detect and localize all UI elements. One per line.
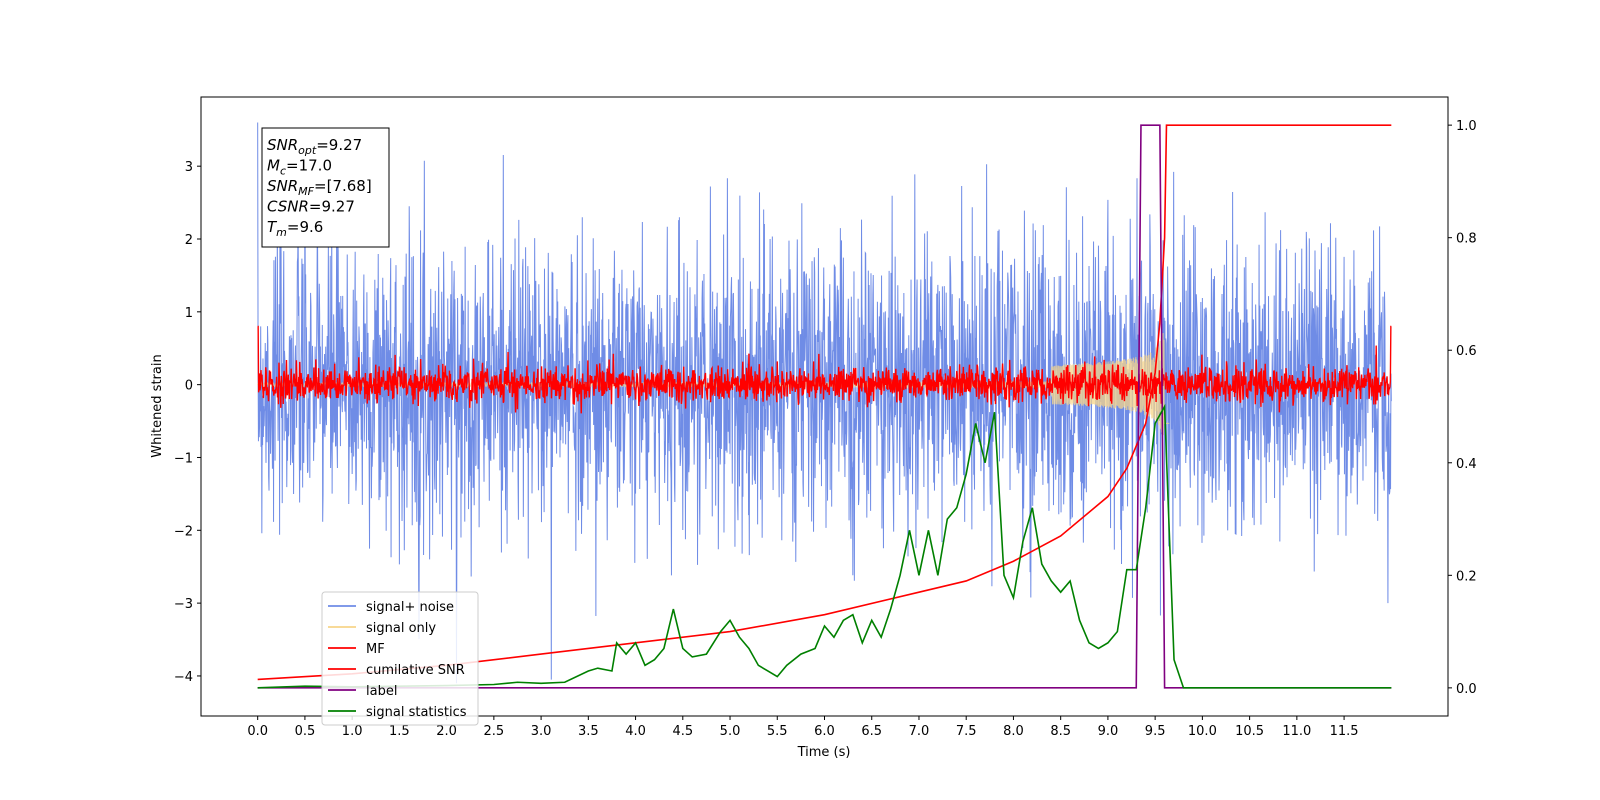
y2-tick-label: 0.6 — [1456, 344, 1477, 359]
y-tick-label: −2 — [174, 524, 193, 539]
annotation-line: SNRMF=[7.68] — [267, 177, 372, 198]
y-tick-label: −4 — [174, 670, 193, 685]
y-axis-label: Whitened strain — [150, 354, 165, 457]
y-tick-label: 1 — [185, 306, 193, 321]
annotation-line: SNRopt=9.27 — [267, 136, 362, 157]
y2-tick-label: 0.4 — [1456, 457, 1477, 472]
y2-tick-label: 0.2 — [1456, 569, 1477, 584]
plot-area — [257, 122, 1392, 689]
x-tick-label: 6.0 — [814, 724, 835, 739]
y-tick-label: −3 — [174, 597, 193, 612]
x-tick-label: 7.5 — [956, 724, 977, 739]
x-tick-label: 11.0 — [1282, 724, 1311, 739]
series-mf — [257, 325, 1392, 414]
x-tick-label: 3.0 — [531, 724, 552, 739]
x-tick-label: 7.0 — [909, 724, 930, 739]
y-tick-label: 3 — [185, 160, 193, 175]
y-axis-right: 1.0 0.8 0.6 0.4 0.2 0.0 — [1448, 119, 1477, 697]
legend-frame — [321, 591, 479, 726]
annotation-frame — [261, 127, 390, 248]
annotation-line: Mc=17.0 — [267, 157, 332, 178]
y-axis-left: 3 2 1 0 −1 −2 −3 −4 — [174, 160, 201, 685]
x-tick-label: 9.5 — [1145, 724, 1166, 739]
y2-tick-label: 0.0 — [1456, 682, 1477, 697]
x-tick-label: 8.5 — [1050, 724, 1071, 739]
x-tick-label: 2.0 — [436, 724, 457, 739]
legend-label: cumilative SNR — [366, 663, 465, 678]
legend-label: MF — [366, 642, 385, 657]
y-tick-label: 2 — [185, 233, 193, 248]
x-tick-label: 0.5 — [295, 724, 316, 739]
legend-label: signal+ noise — [366, 600, 454, 615]
series-signal-noise — [257, 122, 1392, 684]
annotation-line: Tm=9.6 — [267, 218, 323, 239]
series-signal-statistics — [257, 403, 1392, 689]
x-tick-label: 6.5 — [861, 724, 882, 739]
x-tick-label: 10.0 — [1188, 724, 1217, 739]
x-tick-label: 8.0 — [1003, 724, 1024, 739]
x-tick-label: 2.5 — [484, 724, 505, 739]
x-axis: 0.0 0.5 1.0 1.5 2.0 2.5 3.0 3.5 4.0 4.5 5.0 5.5 6.0 6… — [247, 716, 1359, 739]
legend: signal+ noise signal only MF cumilative SNR… — [321, 591, 479, 726]
legend-label: label — [366, 684, 397, 699]
x-tick-label: 11.5 — [1330, 724, 1359, 739]
x-tick-label: 4.5 — [672, 724, 693, 739]
legend-label: signal statistics — [366, 705, 467, 720]
x-tick-label: 5.5 — [767, 724, 788, 739]
x-axis-label: Time (s) — [797, 745, 851, 760]
legend-label: signal only — [366, 621, 436, 636]
x-tick-label: 1.5 — [389, 724, 410, 739]
y-tick-label: 0 — [185, 379, 193, 394]
y2-tick-label: 1.0 — [1456, 119, 1477, 134]
series-cumilative-snr — [257, 124, 1392, 681]
x-tick-label: 0.0 — [247, 724, 268, 739]
y2-tick-label: 0.8 — [1456, 232, 1477, 247]
x-tick-label: 9.0 — [1098, 724, 1119, 739]
x-tick-label: 3.5 — [578, 724, 599, 739]
y-tick-label: −1 — [174, 451, 193, 466]
x-tick-label: 1.0 — [342, 724, 363, 739]
x-tick-label: 4.0 — [625, 724, 646, 739]
x-tick-label: 5.0 — [720, 724, 741, 739]
annotation-line: CSNR=9.27 — [267, 198, 355, 216]
x-tick-label: 10.5 — [1235, 724, 1264, 739]
